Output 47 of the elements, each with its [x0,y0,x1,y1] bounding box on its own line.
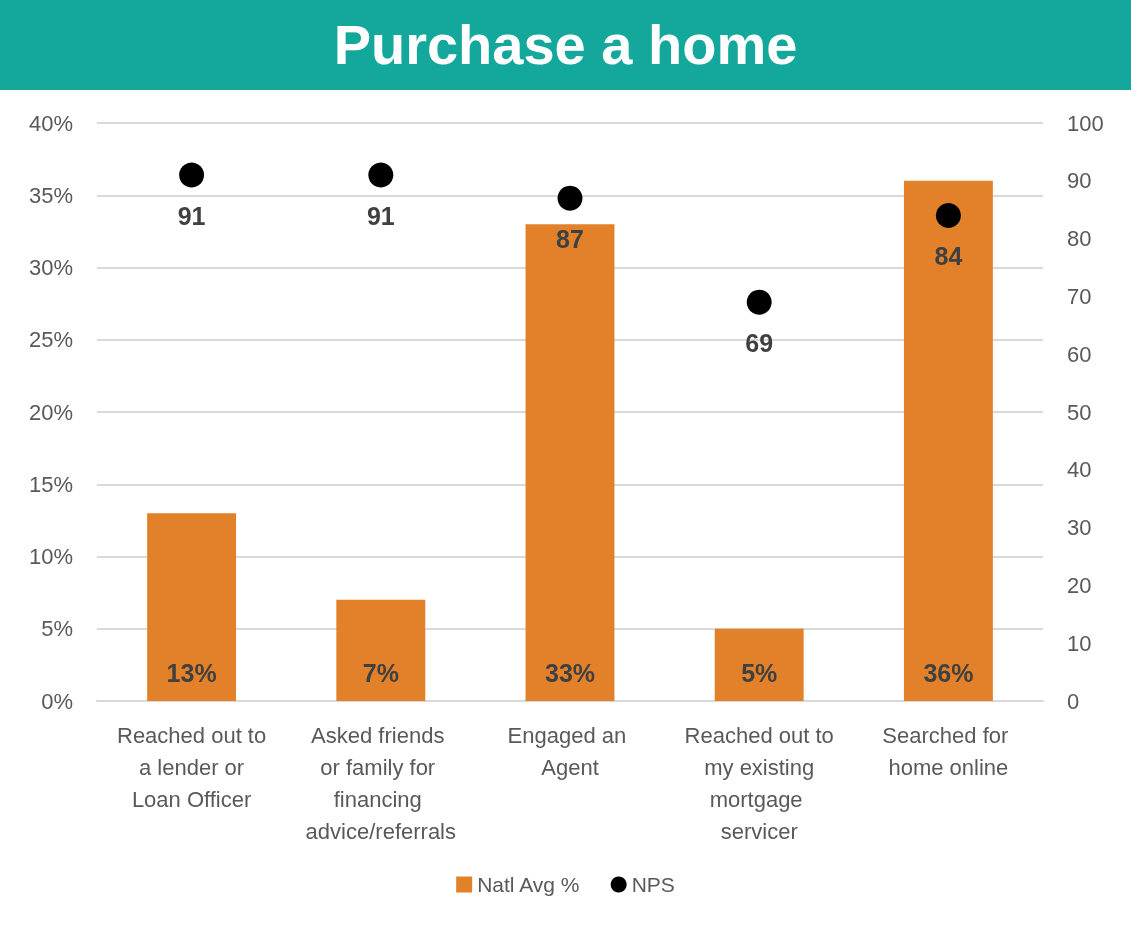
y-tick-label: 40% [28,110,73,136]
legend-label: Natl Avg % [477,873,580,896]
bar [525,224,615,701]
y-tick-label: 20% [28,399,73,425]
x-tick-label: Asked friends or family for financing advice/referrals [305,722,456,844]
y-tick-label: 30% [28,255,73,280]
legend-label: NPS [631,873,675,896]
y2-tick-label: 80 [1067,226,1092,252]
y-tick-label: 5% [41,616,73,642]
data-label: 33% [544,658,596,687]
point [935,202,961,228]
data-label: 13% [166,658,217,687]
point [368,162,394,188]
y-tick-label: 35% [28,182,73,208]
y2-tick-label: 50 [1067,399,1092,425]
x-tick-label: Reached out to my existing mortgage servicer [684,722,834,844]
data-label: 91 [177,202,206,231]
x-tick-label: Reached out to a lender or Loan Officer [116,722,267,812]
x-tick-label: Searched for home online [882,722,1015,780]
y2-tick-label: 90 [1067,168,1092,194]
data-label: 69 [745,329,774,358]
y2-tick-label: 30 [1067,515,1092,541]
y-tick-label: 25% [28,327,73,353]
data-label: 5% [741,658,778,687]
y2-tick-label: 60 [1067,341,1092,367]
y2-tick-label: 100 [1067,110,1104,136]
point [557,185,583,211]
y2-tick-label: 20 [1067,572,1092,598]
y2-tick-label: 70 [1067,283,1092,309]
y-tick-label: 0% [41,688,73,714]
y2-tick-label: 0 [1067,688,1080,714]
bar [147,513,237,701]
y-tick-label: 10% [28,544,73,569]
bar [714,628,804,701]
point [746,289,772,315]
data-label: 36% [923,658,974,687]
data-label: 84 [934,242,963,271]
data-label: 87 [556,225,584,254]
y2-tick-label: 40 [1067,457,1092,483]
bar [903,180,993,701]
y2-tick-label: 10 [1067,630,1092,656]
x-tick-label: Engaged an Agent [507,722,633,780]
point [179,162,205,188]
data-label: 91 [366,202,395,231]
data-label: 7% [362,658,399,687]
bar [336,599,426,701]
y-tick-label: 15% [28,471,73,497]
